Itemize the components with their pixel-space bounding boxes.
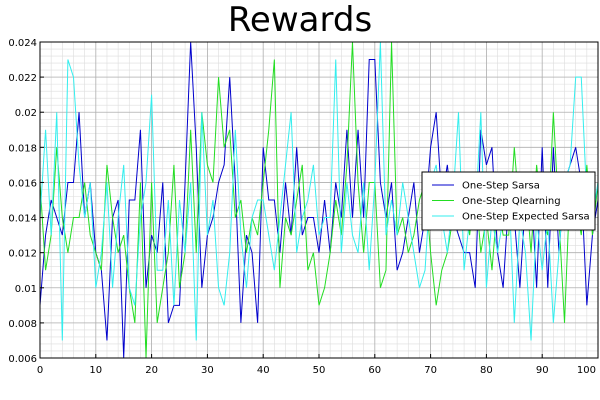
chart-title: Rewards (228, 0, 372, 40)
y-tick-label: 0.02 (15, 108, 37, 119)
x-tick-label: 60 (368, 365, 381, 376)
x-tick-label: 10 (89, 365, 102, 376)
y-tick-label: 0.016 (8, 178, 37, 189)
y-tick-label: 0.014 (8, 214, 37, 225)
y-tick-label: 0.008 (8, 319, 37, 330)
y-tick-label: 0.022 (8, 73, 37, 84)
series-line-one-step-sarsa (40, 42, 598, 358)
x-tick-label: 30 (201, 365, 214, 376)
legend-label-one-step-sarsa: One-Step Sarsa (462, 181, 540, 192)
axis-ticks (39, 41, 599, 359)
x-tick-label: 40 (257, 365, 270, 376)
legend: One-Step Sarsa One-Step Qlearning One-Step… (421, 171, 596, 231)
x-tick-label: 50 (313, 365, 326, 376)
y-tick-label: 0.018 (8, 143, 37, 154)
x-tick-label: 70 (424, 365, 437, 376)
x-tick-label: 20 (145, 365, 158, 376)
x-tick-label: 90 (536, 365, 549, 376)
y-tick-label: 0.012 (8, 249, 37, 260)
legend-label-one-step-expected-sarsa: One-Step Expected Sarsa (462, 212, 590, 223)
x-tick-label: 80 (480, 365, 493, 376)
y-axis-tick-labels: 0.006 0.008 0.01 0.012 0.014 0.016 0.018 0.02 0.… (8, 38, 37, 365)
series-line-one-step-qlearning (40, 42, 598, 358)
x-tick-label: 0 (37, 365, 43, 376)
legend-label-one-step-qlearning: One-Step Qlearning (462, 196, 561, 207)
y-tick-label: 0.01 (15, 284, 37, 295)
y-tick-label: 0.024 (8, 38, 37, 49)
x-axis-tick-labels: 0 10 20 30 40 50 60 70 80 90 100 (37, 365, 596, 376)
y-tick-label: 0.006 (8, 354, 37, 365)
x-tick-label: 100 (577, 365, 596, 376)
